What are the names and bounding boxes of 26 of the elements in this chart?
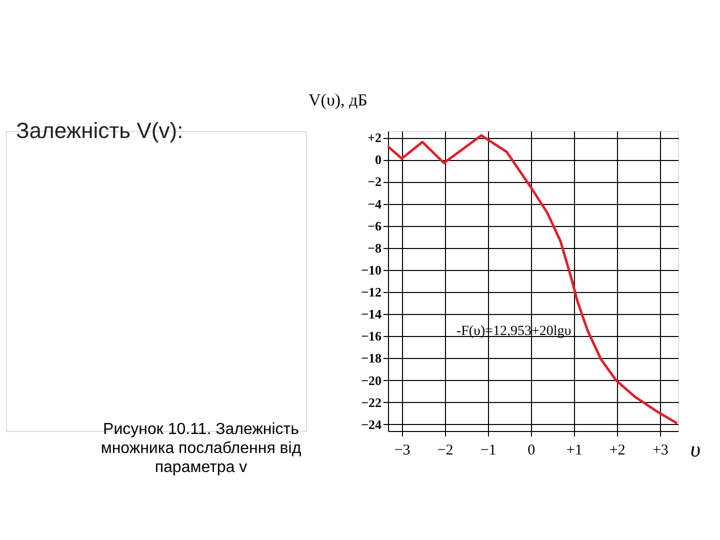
y-tick-label: −16 — [361, 328, 382, 344]
x-tick-label: 0 — [528, 442, 536, 458]
line-series — [386, 134, 678, 425]
x-tick-label: +3 — [652, 442, 668, 458]
y-tick-label: −22 — [361, 394, 382, 410]
y-tick-label: +2 — [368, 130, 382, 146]
x-tick-label: +2 — [609, 442, 626, 458]
y-tick-label: −12 — [361, 284, 382, 300]
x-tick-label: −2 — [437, 442, 454, 458]
y-tick-label: −10 — [361, 262, 382, 278]
y-tick-label: −18 — [361, 350, 382, 366]
y-axis-title: V(υ), дБ — [308, 90, 368, 110]
y-tick-label: −2 — [368, 174, 382, 190]
x-tick-label: −1 — [480, 442, 496, 458]
y-tick-label: −20 — [361, 372, 382, 388]
text: Залежність V(v): — [16, 118, 184, 143]
y-tick-label: −6 — [368, 218, 382, 234]
x-tick-label: +1 — [566, 442, 582, 458]
y-tick-label: −8 — [368, 240, 382, 256]
y-tick-label: −4 — [368, 196, 382, 212]
x-axis-title: υ — [690, 436, 700, 462]
y-tick-label: 0 — [375, 152, 382, 168]
y-tick-label: −14 — [361, 306, 382, 322]
x-tick-label: −3 — [394, 442, 410, 458]
y-tick-label: −24 — [361, 416, 382, 432]
text: Рисунок 10.11. Залежність множника послаблення від параметра v — [100, 421, 302, 476]
